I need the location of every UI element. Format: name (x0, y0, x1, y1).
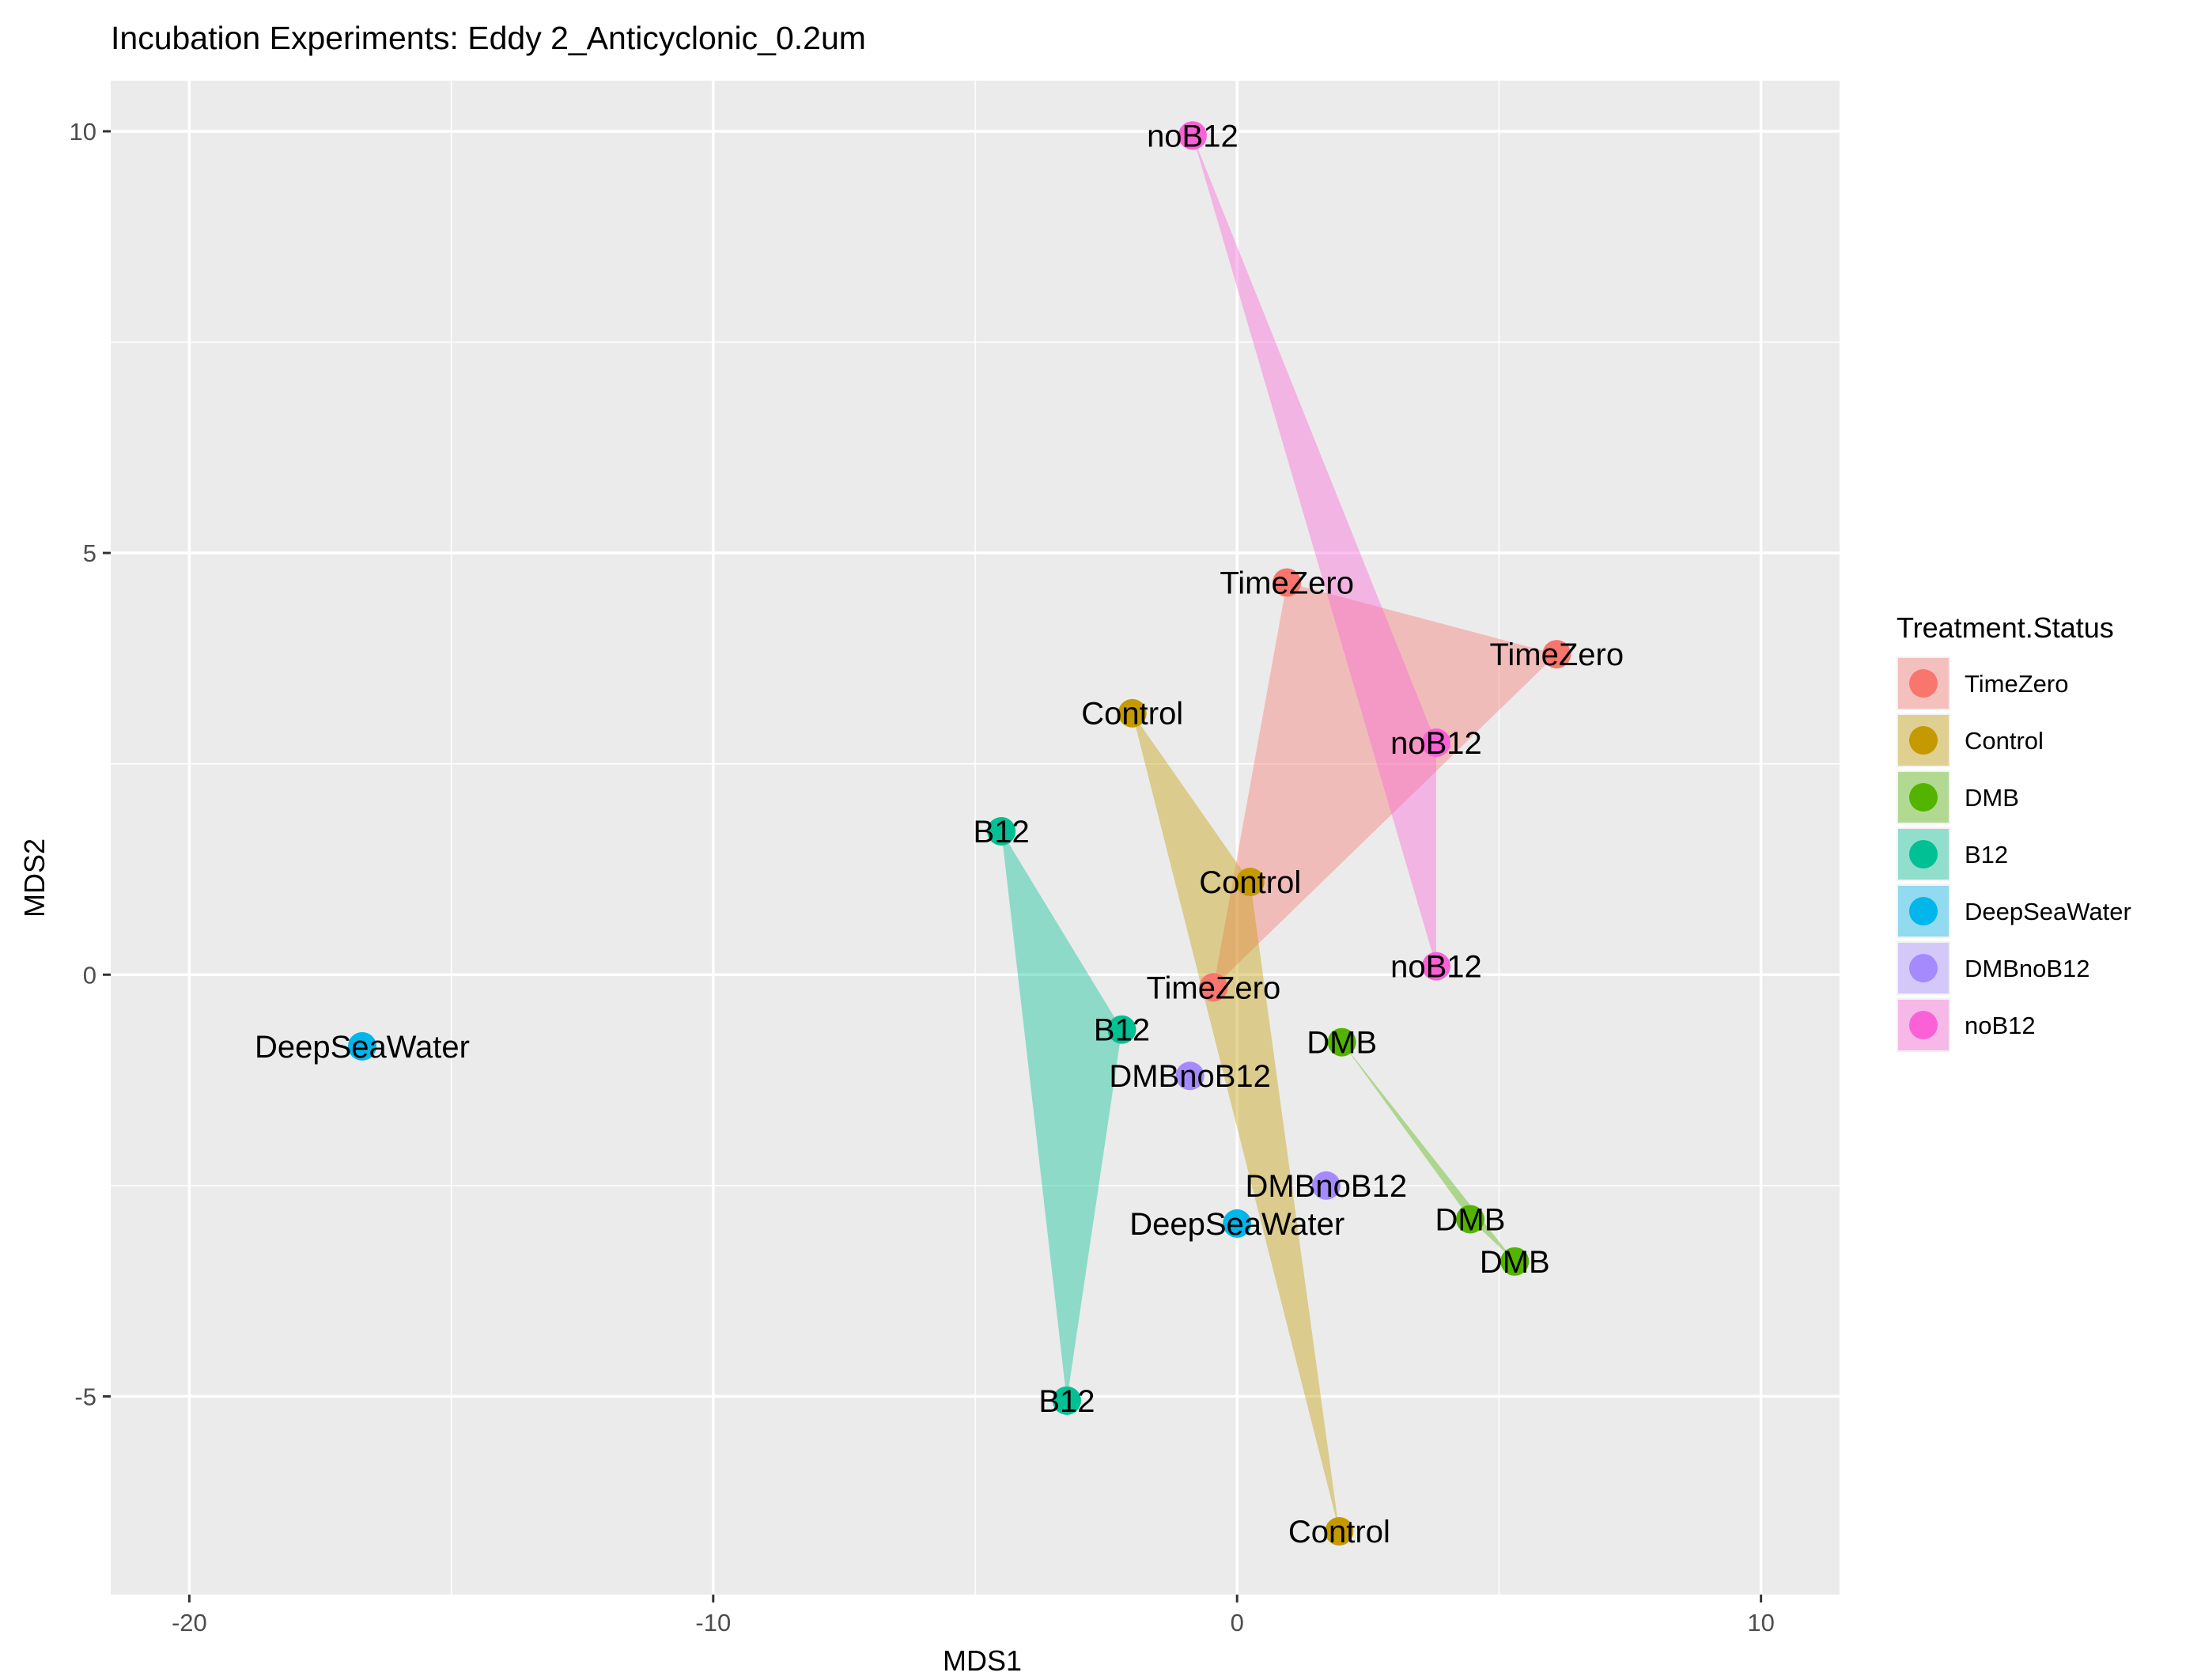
point-control (1118, 698, 1147, 728)
data-points (347, 121, 1571, 1546)
point-label-timezero: TimeZero (1489, 638, 1624, 672)
legend-item-deepseawater: DeepSeaWater (1965, 898, 2131, 925)
legend-title: Treatment.Status (1897, 611, 2114, 644)
point-timezero (1199, 973, 1228, 1002)
hull-b12 (1001, 831, 1122, 1401)
hull-timezero (1213, 582, 1557, 988)
point-deepseawater (347, 1031, 376, 1061)
legend-item-dmb: DMB (1965, 784, 2019, 812)
point-label-deepseawater: DeepSeaWater (255, 1030, 470, 1065)
legend-key-point (1909, 669, 1938, 698)
point-dmb (1455, 1205, 1484, 1234)
point-dmb (1327, 1027, 1356, 1057)
point-control (1325, 1517, 1354, 1546)
x-axis: -20 -10 0 10 (172, 1595, 1775, 1636)
legend-key-point (1909, 726, 1938, 755)
point-label-timezero: TimeZero (1220, 566, 1354, 600)
point-label-dmb: DMB (1435, 1202, 1506, 1237)
point-b12 (987, 817, 1016, 846)
point-label-nob12: noB12 (1147, 119, 1239, 153)
point-dmbnob12 (1311, 1171, 1341, 1200)
point-label-control: Control (1081, 697, 1183, 732)
point-b12 (1052, 1386, 1081, 1415)
legend-item-dmbnob12: DMBnoB12 (1965, 955, 2090, 982)
point-label-nob12: noB12 (1390, 950, 1482, 985)
legend: Treatment.Status TimeZero Control DMB B12 De… (1897, 611, 2131, 1052)
legend-key-point (1909, 897, 1938, 925)
hull-polygons (1001, 135, 1557, 1532)
point-control (1235, 867, 1265, 896)
legend-item-timezero: TimeZero (1965, 670, 2068, 698)
point-dmbnob12 (1175, 1061, 1204, 1091)
point-nob12 (1421, 952, 1450, 981)
point-timezero (1542, 640, 1571, 669)
point-b12 (1107, 1015, 1136, 1044)
legend-key-point (1909, 1011, 1938, 1039)
legend-key-point (1909, 954, 1938, 982)
point-deepseawater (1223, 1209, 1252, 1238)
point-label-b12: B12 (1094, 1013, 1150, 1048)
y-tick-label: -5 (74, 1383, 96, 1410)
point-timezero (1273, 568, 1302, 597)
point-label-dmb: DMB (1480, 1245, 1550, 1280)
chart-title: Incubation Experiments: Eddy 2_Anticyclo… (111, 20, 866, 56)
y-tick-label: 10 (70, 118, 96, 146)
point-label-b12: B12 (974, 815, 1030, 849)
grid-lines (111, 81, 1840, 1595)
y-tick-label: 0 (83, 961, 96, 989)
legend-key-point (1909, 840, 1938, 868)
point-label-dmbnob12: DMBnoB12 (1109, 1059, 1271, 1094)
point-label-deepseawater: DeepSeaWater (1129, 1207, 1344, 1242)
x-tick-label: 10 (1747, 1609, 1774, 1636)
point-label-control: Control (1288, 1515, 1390, 1549)
point-nob12 (1178, 121, 1207, 150)
hull-nob12 (1192, 135, 1436, 967)
y-axis-title: MDS2 (18, 838, 51, 918)
point-label-dmb: DMB (1307, 1026, 1377, 1061)
x-axis-title: MDS1 (943, 1644, 1022, 1677)
y-axis: -5 0 5 10 (70, 118, 111, 1410)
legend-item-b12: B12 (1965, 841, 2008, 868)
legend-item-nob12: noB12 (1965, 1012, 2036, 1039)
point-label-dmbnob12: DMBnoB12 (1246, 1169, 1408, 1204)
point-label-nob12: noB12 (1390, 726, 1482, 761)
y-tick-label: 5 (83, 539, 96, 567)
x-tick-label: 0 (1231, 1609, 1244, 1636)
point-dmb (1500, 1247, 1530, 1276)
x-tick-label: -20 (172, 1609, 207, 1636)
point-label-control: Control (1199, 865, 1301, 900)
legend-key-point (1909, 783, 1938, 812)
hull-control (1132, 713, 1340, 1532)
point-label-b12: B12 (1038, 1384, 1095, 1419)
point-labels: TimeZero TimeZero TimeZero Control Control Co… (255, 119, 1624, 1549)
legend-item-control: Control (1965, 727, 2044, 755)
point-label-timezero: TimeZero (1147, 971, 1281, 1005)
x-tick-label: -10 (695, 1609, 731, 1636)
point-nob12 (1421, 728, 1450, 758)
